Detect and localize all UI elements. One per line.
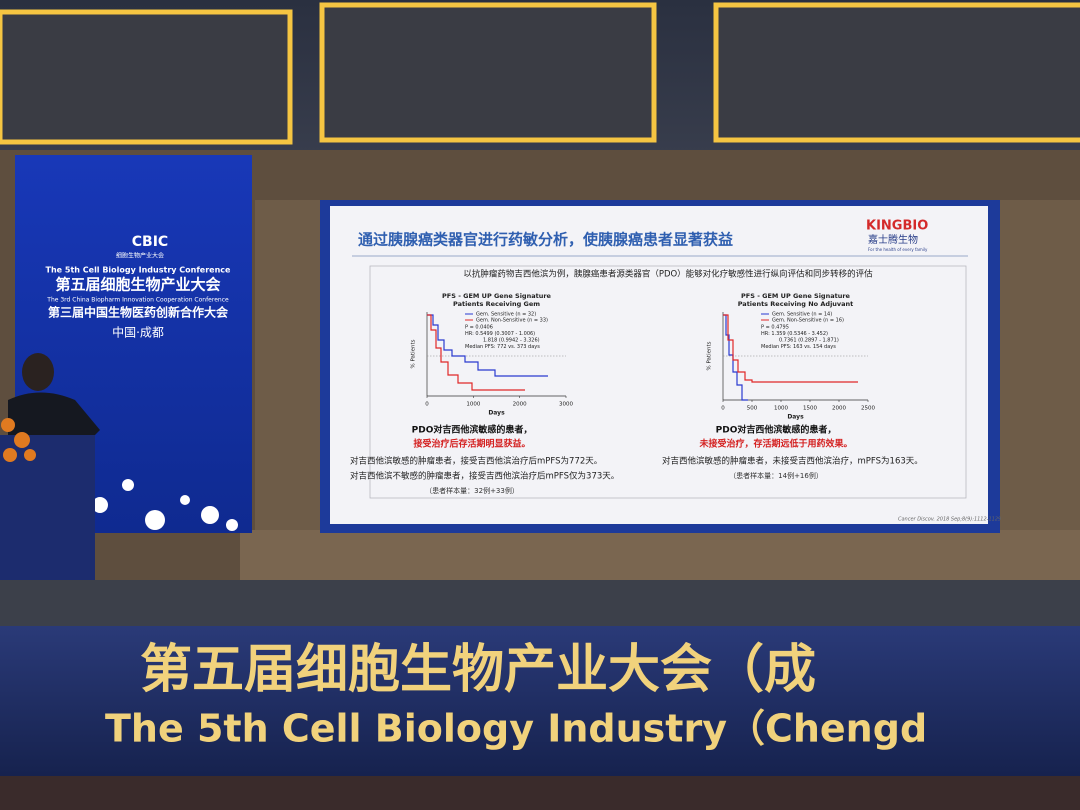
banner-line: The 5th Cell Biology Industry Conference: [46, 266, 232, 275]
x-axis-label: Days: [488, 410, 505, 417]
slide: [330, 206, 988, 524]
citation: Cancer Discov. 2018 Sep;8(9):1112-1129: [898, 517, 1001, 523]
legend-entry: Gem. Non-Sensitive (n = 16): [772, 318, 844, 324]
ceiling-coffer: [0, 9, 293, 145]
chart-subtitle: Patients Receiving Gem: [453, 300, 540, 308]
flowers: [1, 418, 36, 462]
legend-entry: Gem. Sensitive (n = 32): [476, 312, 536, 318]
panel-highlight: 未接受治疗，存活期远低于用药效果。: [698, 438, 852, 450]
speaker-body: [8, 392, 100, 440]
content-box: [369, 265, 967, 499]
x-axis-label: Days: [787, 414, 804, 421]
banner-logo: CBIC: [132, 234, 168, 250]
ceiling-coffer: [713, 2, 1080, 143]
legend-entry: Gem. Sensitive (n = 14): [772, 312, 832, 318]
chart-stat: HR: 1.359 (0.5346 - 3.452): [761, 331, 828, 337]
panel-line: 对吉西他滨敏感的肿瘤患者，未接受吉西他滨治疗，mPFS为163天。: [662, 456, 923, 467]
wall-panel: [1000, 200, 1080, 580]
brand: KINGBIO: [866, 219, 928, 234]
wall-base: [240, 530, 1080, 585]
brand-tagline: For the health of every family: [868, 247, 928, 252]
banner-line: 第五届细胞生物产业大会: [55, 276, 220, 294]
panels: PDO对吉西他滨敏感的患者， 接受治疗后存活期明显获益。对吉西他滨敏感的肿瘤患者，…: [350, 424, 923, 496]
carpet: [0, 776, 1080, 810]
panel-sample: （患者样本量：14例+16例）: [729, 471, 823, 480]
y-axis-label: % Patients: [411, 339, 417, 368]
y-axis-label: % Patients: [707, 341, 713, 370]
x-tick-label: 0: [721, 406, 725, 412]
brand-cn: 嘉士腾生物: [868, 233, 918, 246]
x-tick-label: 3000: [559, 402, 573, 408]
x-tick-label: 2000: [832, 406, 846, 412]
panel-sample: （患者样本量：32例+33例）: [425, 486, 519, 495]
stage-banner-cn: 第五届细胞生物产业大会（成: [140, 640, 816, 700]
chart-stat: HR: 0.5499 (0.3007 - 1.006): [465, 331, 535, 337]
chart-stat: 0.7361 (0.2897 - 1.871): [779, 338, 839, 344]
banner-line: 第三届中国生物医药创新合作大会: [48, 305, 229, 320]
chart-subtitle: Patients Receiving No Adjuvant: [738, 300, 854, 308]
stage-banner: [0, 626, 1080, 776]
chart-stat: 1.818 (0.9942 - 3.326): [483, 338, 540, 344]
legend-entry: Gem. Non-Sensitive (n = 33): [476, 318, 548, 324]
chart-title: PFS - GEM UP Gene Signature: [741, 292, 850, 300]
stage-banner-en: The 5th Cell Biology Industry（Chengd: [105, 707, 927, 751]
banner-location: 中国·成都: [112, 325, 164, 340]
banner-dots: [92, 479, 238, 531]
x-tick-label: 1000: [774, 406, 788, 412]
slide-subtitle: 以抗肿瘤药物吉西他滨为例，胰腺癌患者源类器官（PDO）能够对化疗敏感性进行纵向评…: [463, 269, 873, 280]
x-tick-label: 1500: [803, 406, 817, 412]
chart-stat: P = 0.0406: [465, 325, 493, 331]
panel-line: 对吉西他滨不敏感的肿瘤患者，接受吉西他滨治疗后mPFS仅为373天。: [350, 471, 619, 482]
venue-banner-text: CBIC 细胞生物产业大会 The 5th Cell Biology Indus…: [46, 234, 232, 340]
banner-line: The 3rd China Biopharm Innovation Cooper…: [46, 297, 229, 304]
wall-panel: [255, 200, 325, 580]
banner-logo-sub: 细胞生物产业大会: [116, 252, 164, 260]
km-curve: [723, 314, 748, 401]
x-tick-label: 500: [747, 406, 758, 412]
chart-stat: P = 0.4795: [761, 325, 789, 331]
chart-stat: Median PFS: 772 vs. 373 days: [465, 344, 540, 350]
ceiling-coffer: [319, 2, 657, 143]
chart-stat: Median PFS: 163 vs. 154 days: [761, 344, 836, 350]
km-curve: [427, 314, 525, 391]
x-tick-label: 0: [425, 402, 429, 408]
speaker-head: [22, 353, 54, 391]
panel-heading: PDO对吉西他滨敏感的患者，: [716, 424, 837, 436]
panel-heading: PDO对吉西他滨敏感的患者，: [412, 424, 533, 436]
stage-floor: [0, 580, 1080, 628]
chart-title: PFS - GEM UP Gene Signature: [442, 292, 551, 300]
km-curve: [723, 314, 858, 383]
x-tick-label: 2000: [513, 402, 527, 408]
x-tick-label: 1000: [466, 402, 480, 408]
panel-line: 对吉西他滨敏感的肿瘤患者，接受吉西他滨治疗后mPFS为772天。: [350, 456, 602, 467]
slide-title: 通过胰腺癌类器官进行药敏分析，使胰腺癌患者显著获益: [358, 231, 733, 249]
panel-highlight: 接受治疗后存活期明显获益。: [413, 438, 530, 450]
km-curve: [427, 314, 548, 377]
x-tick-label: 2500: [861, 406, 875, 412]
